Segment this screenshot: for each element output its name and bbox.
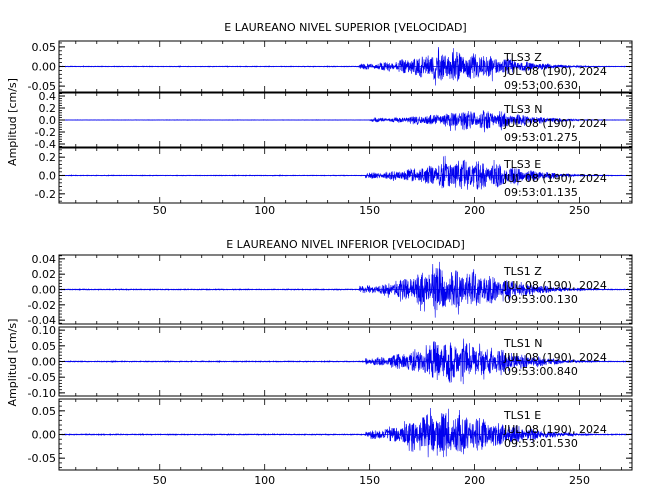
y-tick-label: 0.10: [32, 324, 57, 337]
station-date: JUL 08 (190), 2024: [503, 423, 607, 436]
station-station: TLS1 Z: [503, 265, 542, 278]
station-station: TLS3 N: [503, 103, 543, 116]
x-tick-label: 50: [153, 474, 167, 487]
station-station: TLS3 Z: [503, 51, 542, 64]
y-tick-label: 0.00: [32, 61, 57, 74]
station-time: 09:53:00.130: [504, 293, 578, 306]
station-date: JUL 08 (190), 2024: [503, 172, 607, 185]
y-tick-label: -0.02: [28, 299, 56, 312]
station-station: TLS1 E: [503, 409, 541, 422]
y-tick-label: -0.2: [35, 126, 56, 139]
y-tick-label: 0.00: [32, 356, 57, 369]
chart-title-2: E LAUREANO NIVEL INFERIOR [VELOCIDAD]: [226, 238, 465, 251]
station-time: 09:53:01.135: [504, 186, 578, 199]
y-tick-label: 0.2: [39, 102, 57, 115]
x-tick-label: 150: [359, 204, 380, 217]
y-tick-label: 0.05: [32, 405, 57, 418]
y-tick-label: -0.2: [35, 188, 56, 201]
x-tick-label: 250: [569, 474, 590, 487]
x-tick-label: 150: [359, 474, 380, 487]
station-time: 09:53:01.530: [504, 437, 578, 450]
y-tick-label: 0.2: [39, 151, 57, 164]
x-tick-label: 50: [153, 204, 167, 217]
y-tick-label: -0.05: [28, 80, 56, 93]
y-tick-label: 0.05: [32, 340, 57, 353]
station-station: TLS1 N: [503, 337, 543, 350]
x-tick-label: 250: [569, 204, 590, 217]
station-date: JUL 08 (190), 2024: [503, 65, 607, 78]
x-tick-label: 100: [254, 204, 275, 217]
y-tick-label: 0.00: [32, 284, 57, 297]
station-time: 09:53:00.630: [504, 79, 578, 92]
y-tick-label: -0.04: [28, 314, 56, 327]
y-tick-label: 0.00: [32, 429, 57, 442]
y-tick-label: 0.04: [32, 253, 57, 266]
x-tick-label: 200: [464, 204, 485, 217]
x-tick-label: 200: [464, 474, 485, 487]
chart-title-1: E LAUREANO NIVEL SUPERIOR [VELOCIDAD]: [224, 21, 466, 34]
station-time: 09:53:00.840: [504, 365, 578, 378]
station-date: JUL 08 (190), 2024: [503, 351, 607, 364]
x-tick-label: 100: [254, 474, 275, 487]
y-tick-label: 0.02: [32, 268, 57, 281]
y-axis-label-1: Amplitud [cm/s]: [6, 78, 19, 166]
y-tick-label: -0.4: [35, 138, 56, 151]
y-tick-label: -0.05: [28, 452, 56, 465]
y-tick-label: -0.05: [28, 371, 56, 384]
station-station: TLS3 E: [503, 158, 541, 171]
y-axis-label-2: Amplitud [cm/s]: [6, 319, 19, 407]
y-tick-label: 0.0: [39, 170, 57, 183]
y-tick-label: 0.05: [32, 41, 57, 54]
station-time: 09:53:01.275: [504, 131, 578, 144]
station-date: JUL 08 (190), 2024: [503, 117, 607, 130]
y-tick-label: 0.4: [39, 90, 57, 103]
y-tick-label: 0.0: [39, 114, 57, 127]
station-date: JUL 08 (190), 2024: [503, 279, 607, 292]
y-tick-label: -0.10: [28, 387, 56, 400]
